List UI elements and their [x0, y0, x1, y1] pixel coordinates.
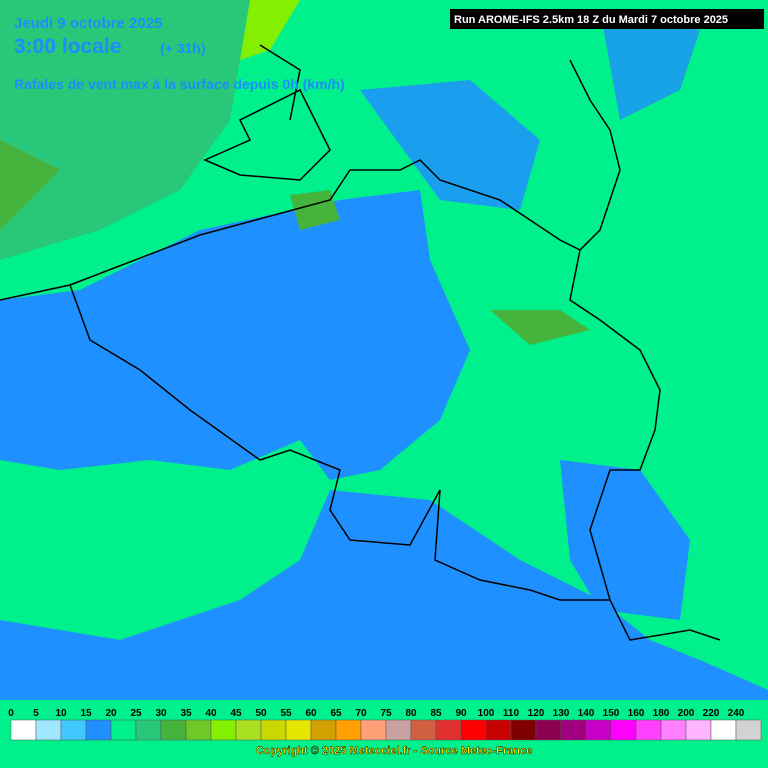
legend-label: 140 [578, 708, 595, 719]
legend-swatch [35, 719, 62, 741]
field-area [490, 310, 590, 345]
copyright: Copyright © 2025 Meteociel.fr - Source M… [256, 745, 532, 757]
legend-swatch [235, 719, 262, 741]
date: Jeudi 9 octobre 2025 [14, 15, 162, 32]
legend-swatch [185, 719, 212, 741]
offset: (+ 31h) [160, 40, 206, 56]
legend-swatch [335, 719, 362, 741]
legend-swatch [635, 719, 662, 741]
legend-swatch [535, 719, 562, 741]
legend-label: 220 [703, 708, 720, 719]
field-area [600, 10, 700, 120]
legend-label: 75 [380, 708, 392, 719]
legend-swatch [685, 719, 712, 741]
legend-label: 65 [330, 708, 342, 719]
legend-label: 240 [728, 708, 745, 719]
field-area [0, 190, 470, 480]
legend-label: 85 [430, 708, 442, 719]
legend-swatch [210, 719, 237, 741]
legend-swatch [435, 719, 462, 741]
time: 3:00 locale [14, 35, 121, 58]
legend-label: 200 [678, 708, 695, 719]
legend-swatch [460, 719, 487, 741]
legend-swatch [410, 719, 437, 741]
legend-swatch [610, 719, 637, 741]
legend-label: 10 [55, 708, 67, 719]
legend-swatch [260, 719, 287, 741]
legend-label: 35 [180, 708, 192, 719]
run-box [450, 9, 764, 29]
legend-label: 150 [603, 708, 620, 719]
legend-label: 50 [255, 708, 267, 719]
legend-swatch [510, 719, 537, 741]
legend-label: 70 [355, 708, 367, 719]
field-area [240, 0, 300, 60]
legend-swatch [285, 719, 312, 741]
legend-swatch [110, 719, 137, 741]
legend-label: 55 [280, 708, 292, 719]
legend-swatch [135, 719, 162, 741]
legend-swatch [485, 719, 512, 741]
legend-label: 40 [205, 708, 217, 719]
run-label: Run AROME-IFS 2.5km 18 Z du Mardi 7 octo… [454, 14, 728, 26]
legend-label: 120 [528, 708, 545, 719]
legend-label: 90 [455, 708, 467, 719]
legend-swatch [10, 719, 37, 741]
field-area [0, 0, 250, 260]
borders [0, 44, 721, 641]
legend-swatch [660, 719, 687, 741]
legend-swatch [360, 719, 387, 741]
legend-label: 180 [653, 708, 670, 719]
legend-label: 45 [230, 708, 242, 719]
legend-label: 0 [8, 708, 14, 719]
legend-label: 60 [305, 708, 317, 719]
field-area [560, 460, 690, 620]
legend-label: 160 [628, 708, 645, 719]
legend-label: 30 [155, 708, 167, 719]
legend-label: 100 [478, 708, 495, 719]
legend-label: 5 [33, 708, 39, 719]
legend-swatch [560, 719, 587, 741]
legend-swatch [710, 719, 737, 741]
legend-swatch [310, 719, 337, 741]
legend-label: 20 [105, 708, 117, 719]
legend-swatch [60, 719, 87, 741]
legend-swatch [585, 719, 612, 741]
field-area [0, 140, 60, 230]
legend: 0 5 10 15 20 25 30 35 40 45 50 55 60 65 70 75 80 85 90 100 1… [8, 708, 762, 741]
legend-label: 15 [80, 708, 92, 719]
field-area [360, 80, 540, 210]
parameter: Rafales de vent max à la surface depuis … [14, 76, 345, 92]
legend-label: 80 [405, 708, 417, 719]
legend-label: 25 [130, 708, 142, 719]
legend-swatch [85, 719, 112, 741]
legend-swatch [385, 719, 412, 741]
legend-swatch [735, 719, 762, 741]
legend-swatch [160, 719, 187, 741]
legend-label: 110 [503, 708, 520, 719]
legend-label: 130 [553, 708, 570, 719]
field-area [0, 490, 768, 700]
